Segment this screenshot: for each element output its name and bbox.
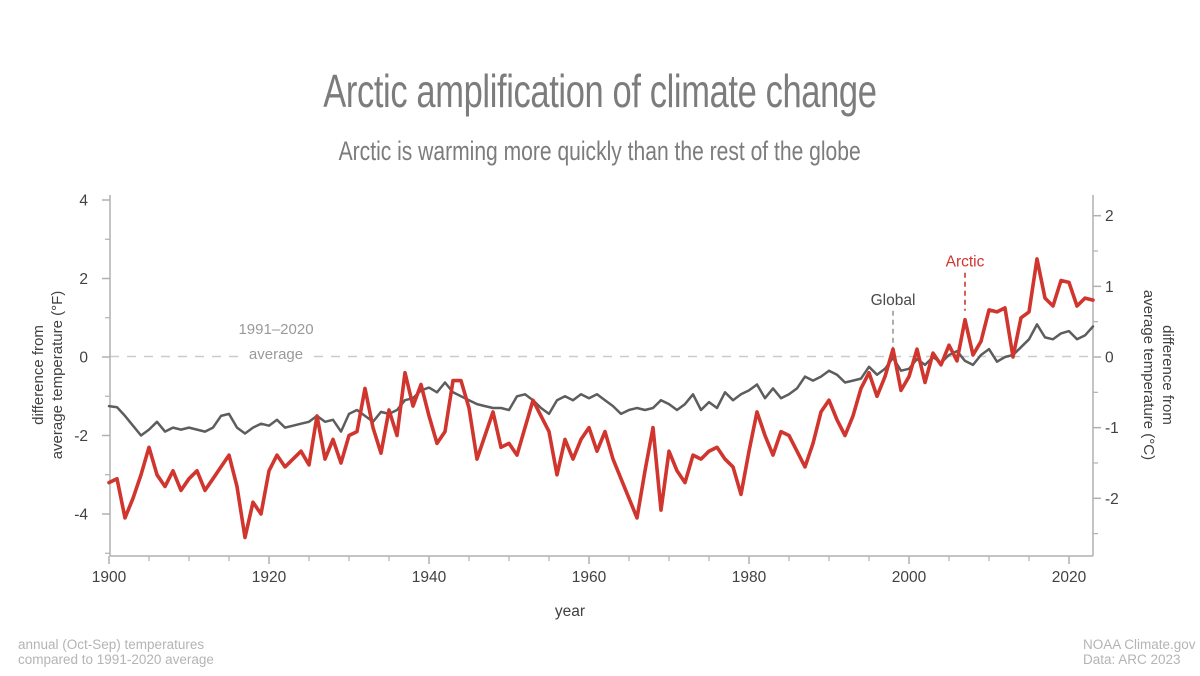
page-subtitle-text: Arctic is warming more quickly than the … [338, 136, 862, 166]
right-axis-tick-label: -1 [1105, 420, 1119, 437]
right-axis-title-line2: average temperature (°C) [1140, 289, 1157, 461]
annotation-label-global: Global [871, 292, 916, 309]
footnote-right: NOAA Climate.gov Data: ARC 2023 [1083, 637, 1196, 667]
footnote-left-line1: annual (Oct-Sep) temperatures [18, 637, 205, 652]
x-axis-tick-label: 1980 [732, 569, 767, 586]
footnote-left: annual (Oct-Sep) temperatures compared t… [18, 637, 214, 667]
right-axis-title-line1: difference from [1159, 325, 1176, 425]
footnote-right-line1: NOAA Climate.gov [1083, 637, 1196, 652]
x-axis-tick-label: 1900 [92, 569, 127, 586]
page-title-text: Arctic amplification of climate change [323, 65, 877, 117]
arctic-line [107, 257, 1095, 540]
x-axis-tick-label: 2020 [1052, 569, 1087, 586]
footnote-left-line2: compared to 1991-2020 average [18, 652, 214, 667]
left-axis-tick-label: -4 [74, 507, 88, 524]
annotation-label-arctic: Arctic [946, 254, 985, 271]
right-axis-tick-label: 1 [1105, 279, 1114, 296]
left-axis-tick-label: 4 [79, 193, 88, 210]
x-axis-tick-label: 2000 [892, 569, 927, 586]
right-axis-tick-label: 2 [1105, 208, 1114, 225]
left-axis-title-line2: average temperature (°F) [49, 290, 66, 460]
x-axis-title: year [554, 603, 586, 620]
left-axis-title: difference from average temperature (°F) [29, 225, 67, 525]
left-axis-tick-label: 2 [79, 271, 88, 288]
page-title: Arctic amplification of climate change [0, 68, 1200, 114]
x-axis-tick-label: 1960 [572, 569, 607, 586]
right-axis-tick-label: 0 [1105, 350, 1114, 367]
right-axis-tick-label: -2 [1105, 491, 1119, 508]
baseline-label-line1: 1991–2020 [238, 321, 314, 338]
baseline-label-line2: average [242, 345, 310, 365]
x-axis-tick-label: 1920 [252, 569, 287, 586]
left-axis-tick-label: -2 [74, 428, 88, 445]
left-axis-tick-label: 0 [79, 350, 88, 367]
page-subtitle: Arctic is warming more quickly than the … [0, 138, 1200, 165]
baseline-label: 1991–2020 average [214, 320, 338, 365]
footnote-right-line2: Data: ARC 2023 [1083, 652, 1181, 667]
right-axis-title: difference from average temperature (°C) [1139, 225, 1177, 525]
x-axis-tick-label: 1940 [412, 569, 447, 586]
left-axis-title-line1: difference from [30, 325, 47, 425]
